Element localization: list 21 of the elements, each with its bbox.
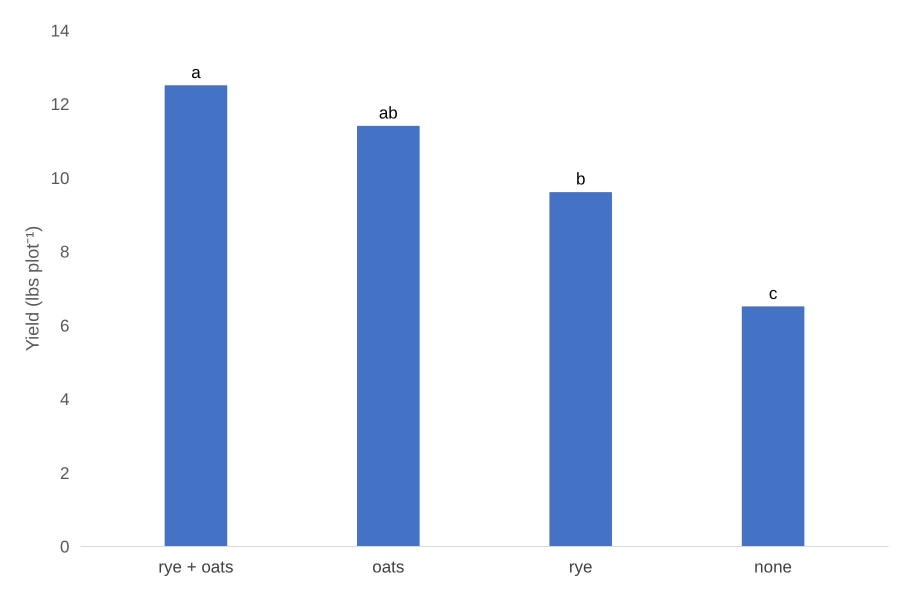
x-tick-label: none [754, 558, 792, 576]
bar [357, 126, 420, 546]
y-tick-label: 2 [60, 464, 70, 483]
y-tick-label: 8 [60, 242, 70, 262]
annotation: b [576, 170, 586, 189]
x-tick-label: rye + oats [158, 558, 234, 576]
y-tick-label: 12 [50, 95, 70, 114]
bar [549, 192, 612, 546]
y-tick-label: 10 [50, 168, 70, 188]
y-tick-label: 0 [60, 538, 70, 556]
y-tick-label: 6 [60, 316, 70, 336]
bar [164, 85, 228, 546]
annotation: ab [378, 103, 398, 122]
x-tick-label: rye [568, 558, 593, 576]
y-tick-label: 4 [60, 390, 70, 410]
x-tick-label: oats [372, 558, 404, 576]
y-tick-label: 14 [50, 22, 70, 40]
y-axis-title: Yield (lbs plot⁻¹) [22, 226, 43, 352]
bar [742, 306, 804, 546]
annotation: c [768, 284, 778, 303]
annotation: a [191, 62, 202, 82]
